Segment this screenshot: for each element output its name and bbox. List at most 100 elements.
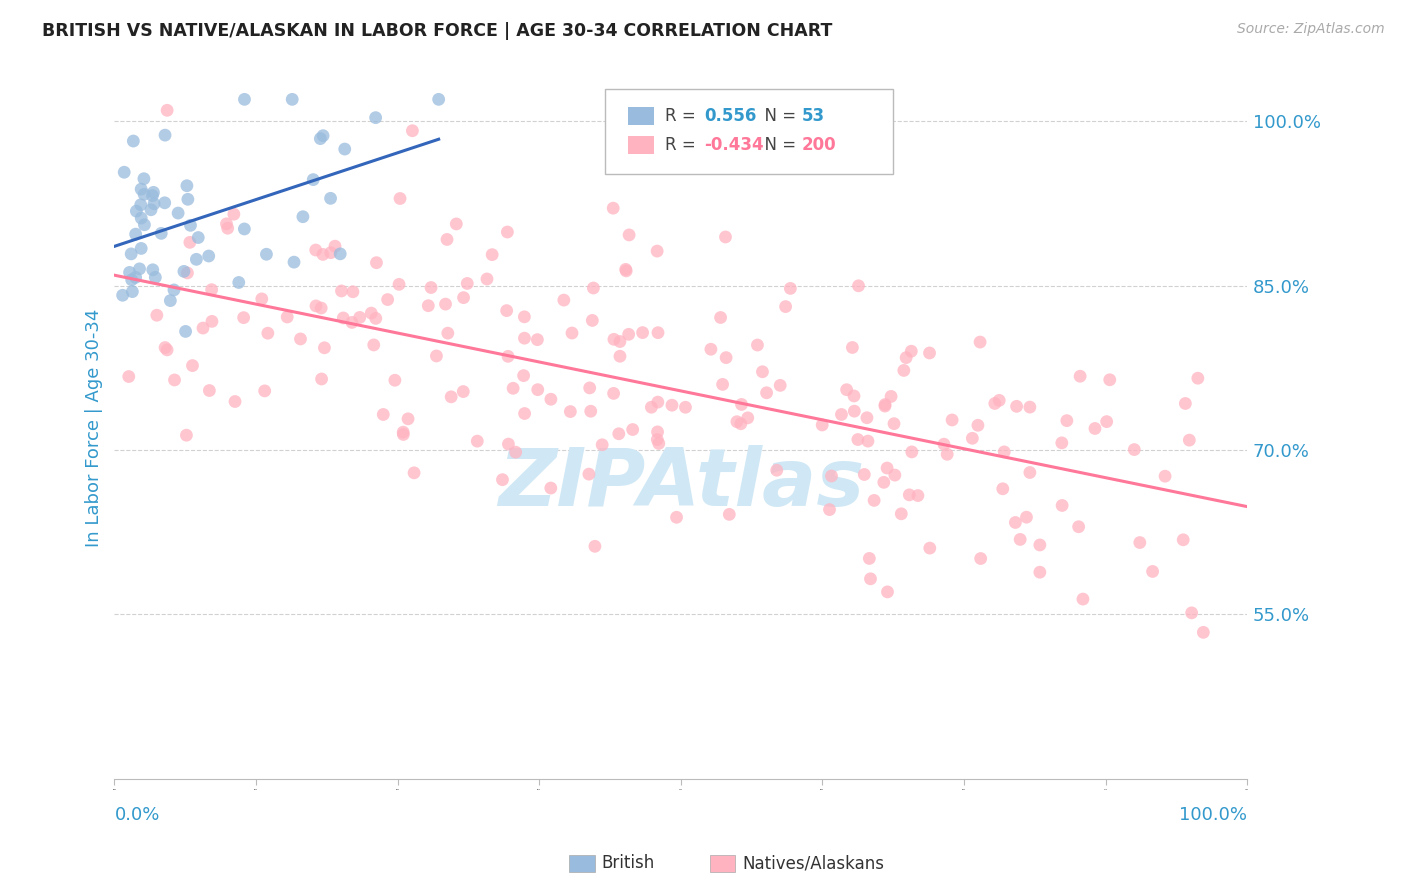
- Point: [129, 211, 152, 225]
- Point: [364, 311, 387, 326]
- Point: [319, 245, 342, 260]
- Point: [342, 285, 364, 299]
- Point: [890, 507, 912, 521]
- Point: [880, 389, 903, 403]
- Point: [125, 204, 148, 219]
- Point: [513, 407, 536, 421]
- Point: [179, 219, 201, 233]
- Point: [614, 262, 637, 277]
- Point: [332, 310, 354, 325]
- Point: [1098, 373, 1121, 387]
- Point: [873, 399, 896, 413]
- Point: [179, 235, 201, 250]
- Point: [451, 384, 474, 399]
- Point: [665, 510, 688, 524]
- Point: [384, 373, 406, 387]
- Point: [146, 308, 169, 322]
- Point: [1142, 565, 1164, 579]
- Point: [1129, 535, 1152, 549]
- Point: [820, 469, 842, 483]
- Point: [1187, 371, 1209, 385]
- Point: [364, 111, 387, 125]
- Point: [173, 264, 195, 278]
- Point: [988, 393, 1011, 408]
- Point: [143, 196, 166, 211]
- Point: [197, 249, 219, 263]
- Point: [856, 410, 879, 425]
- Point: [844, 404, 866, 418]
- Point: [256, 326, 278, 341]
- Point: [434, 297, 457, 311]
- Point: [404, 466, 426, 480]
- Point: [969, 551, 991, 566]
- Point: [156, 343, 179, 357]
- Point: [561, 326, 583, 340]
- Point: [1071, 592, 1094, 607]
- Point: [991, 482, 1014, 496]
- Point: [1015, 510, 1038, 524]
- Point: [250, 292, 273, 306]
- Point: [918, 541, 941, 555]
- Point: [121, 285, 143, 299]
- Point: [1005, 400, 1028, 414]
- Point: [876, 461, 898, 475]
- Point: [388, 277, 411, 292]
- Point: [898, 488, 921, 502]
- Point: [863, 493, 886, 508]
- Point: [256, 247, 278, 261]
- Point: [936, 447, 959, 461]
- Point: [425, 349, 447, 363]
- Point: [124, 227, 146, 241]
- Point: [1018, 466, 1040, 480]
- Text: N =: N =: [754, 136, 801, 154]
- Point: [858, 551, 880, 566]
- Point: [645, 244, 668, 258]
- Point: [581, 313, 603, 327]
- Point: [233, 92, 256, 106]
- Text: 0.0%: 0.0%: [114, 806, 160, 824]
- Point: [232, 310, 254, 325]
- Point: [526, 383, 548, 397]
- Point: [150, 227, 173, 241]
- Point: [631, 326, 654, 340]
- Text: British: British: [602, 855, 655, 872]
- Point: [222, 207, 245, 221]
- Point: [181, 359, 204, 373]
- Point: [526, 333, 548, 347]
- Point: [1192, 625, 1215, 640]
- Point: [392, 427, 415, 442]
- Point: [159, 293, 181, 308]
- Y-axis label: In Labor Force | Age 30-34: In Labor Force | Age 30-34: [86, 309, 103, 547]
- Point: [875, 397, 897, 411]
- Point: [118, 369, 141, 384]
- Point: [853, 467, 876, 482]
- Point: [481, 247, 503, 261]
- Point: [737, 410, 759, 425]
- Point: [602, 201, 624, 215]
- Point: [1181, 606, 1204, 620]
- Point: [373, 408, 395, 422]
- Point: [582, 281, 605, 295]
- Point: [314, 341, 336, 355]
- Point: [134, 187, 156, 202]
- Text: N =: N =: [754, 107, 801, 125]
- Point: [312, 247, 335, 261]
- Point: [305, 243, 328, 257]
- Point: [710, 310, 733, 325]
- Point: [153, 128, 176, 142]
- Point: [607, 426, 630, 441]
- Point: [330, 284, 353, 298]
- Point: [900, 344, 922, 359]
- Text: R =: R =: [665, 107, 702, 125]
- Point: [747, 338, 769, 352]
- Point: [1173, 533, 1195, 547]
- Point: [1050, 499, 1073, 513]
- Point: [755, 385, 778, 400]
- Point: [876, 585, 898, 599]
- Point: [233, 222, 256, 236]
- Point: [111, 288, 134, 302]
- Point: [578, 467, 600, 482]
- Point: [1018, 400, 1040, 414]
- Point: [290, 332, 312, 346]
- Point: [163, 283, 186, 297]
